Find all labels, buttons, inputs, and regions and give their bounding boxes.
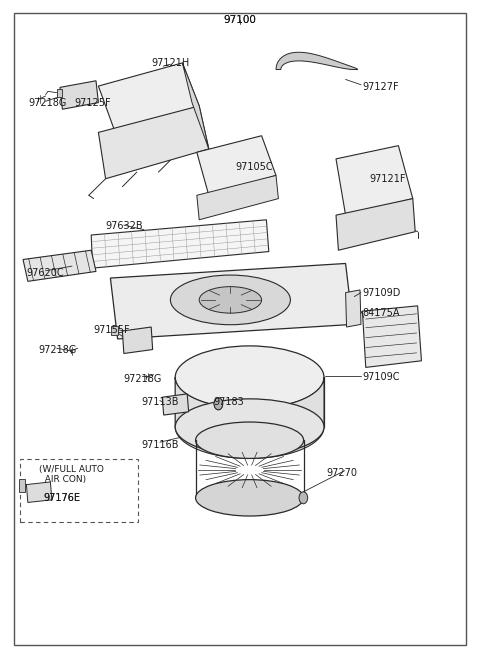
Ellipse shape [199, 287, 262, 313]
Text: 97183: 97183 [214, 397, 244, 408]
Bar [19, 479, 25, 492]
Circle shape [214, 398, 223, 410]
Polygon shape [23, 250, 96, 281]
Text: 97113B: 97113B [142, 397, 179, 408]
Polygon shape [346, 290, 361, 327]
Text: 97105C: 97105C [235, 162, 273, 172]
Circle shape [299, 492, 308, 504]
Text: 97100: 97100 [224, 15, 256, 24]
Polygon shape [98, 63, 199, 132]
Text: 97127F: 97127F [362, 82, 399, 93]
Text: 97125F: 97125F [74, 97, 111, 108]
Polygon shape [362, 306, 421, 367]
Text: 97116B: 97116B [142, 440, 179, 450]
Polygon shape [336, 146, 413, 215]
Text: 97620C: 97620C [26, 267, 64, 278]
Polygon shape [336, 199, 415, 250]
Polygon shape [197, 136, 276, 195]
Polygon shape [122, 327, 153, 354]
Text: 97632B: 97632B [106, 221, 143, 232]
Text: 97155F: 97155F [94, 324, 130, 335]
Text: 97176E: 97176E [43, 493, 80, 503]
Polygon shape [276, 52, 358, 70]
Polygon shape [60, 81, 98, 109]
Bar [57, 89, 62, 97]
Circle shape [214, 398, 223, 410]
Text: (W/FULL AUTO: (W/FULL AUTO [39, 465, 104, 475]
Text: 97109C: 97109C [362, 372, 400, 383]
Polygon shape [197, 175, 278, 220]
Ellipse shape [175, 346, 324, 409]
Text: 97270: 97270 [326, 467, 358, 478]
Text: 97218G: 97218G [38, 344, 77, 355]
Text: 97176E: 97176E [43, 493, 80, 503]
Text: 97109D: 97109D [362, 288, 401, 299]
Ellipse shape [175, 399, 324, 455]
Ellipse shape [196, 479, 304, 516]
Polygon shape [182, 63, 209, 149]
Polygon shape [26, 482, 52, 502]
Bar [111, 326, 118, 335]
Polygon shape [110, 263, 353, 339]
Text: 97121H: 97121H [151, 58, 190, 68]
Polygon shape [162, 394, 189, 415]
Text: AIR CON): AIR CON) [39, 475, 86, 485]
Ellipse shape [196, 422, 304, 458]
Text: 84175A: 84175A [362, 308, 400, 318]
Polygon shape [98, 106, 209, 179]
Polygon shape [175, 377, 324, 458]
Text: 97218G: 97218G [124, 373, 162, 384]
Bar [20, 459, 138, 522]
Text: 97121F: 97121F [370, 173, 406, 184]
Text: 97218G: 97218G [29, 97, 67, 108]
Polygon shape [91, 220, 269, 268]
Text: 97100: 97100 [224, 15, 256, 24]
Ellipse shape [170, 275, 290, 325]
